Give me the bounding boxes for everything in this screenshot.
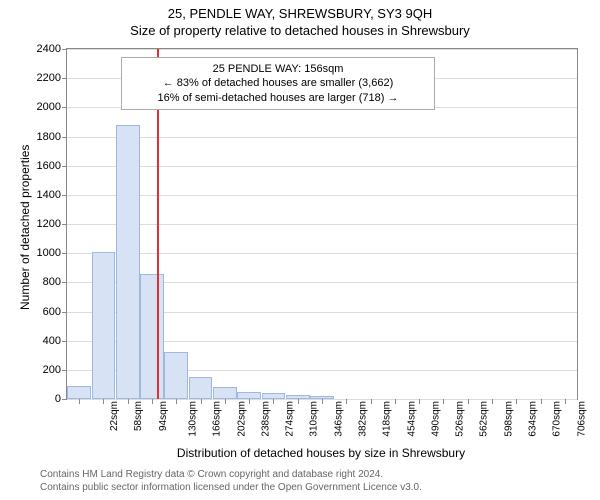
page-title-line1: 25, PENDLE WAY, SHREWSBURY, SY3 9QH bbox=[0, 0, 600, 21]
y-tick-label: 2200 bbox=[37, 72, 61, 84]
x-tick-label: 634sqm bbox=[528, 401, 539, 437]
x-tick-label: 526sqm bbox=[455, 401, 466, 437]
histogram-bar bbox=[92, 252, 116, 399]
histogram-bar bbox=[140, 274, 164, 399]
histogram-bar bbox=[237, 392, 261, 399]
x-tick-label: 202sqm bbox=[236, 401, 247, 437]
x-tick-label: 22sqm bbox=[109, 401, 120, 431]
footer-line1: Contains HM Land Registry data © Crown c… bbox=[40, 468, 422, 481]
annotation-line1: 25 PENDLE WAY: 156sqm bbox=[130, 62, 426, 76]
gridline bbox=[67, 224, 577, 225]
x-tick-label: 454sqm bbox=[406, 401, 417, 437]
histogram-bar bbox=[189, 377, 213, 399]
annotation-line3: 16% of semi-detached houses are larger (… bbox=[130, 91, 426, 105]
y-tick-label: 2400 bbox=[37, 43, 61, 55]
plot-area: 0200400600800100012001400160018002000220… bbox=[66, 48, 578, 400]
x-tick-label: 382sqm bbox=[358, 401, 369, 437]
x-tick-label: 418sqm bbox=[382, 401, 393, 437]
x-tick-label: 706sqm bbox=[576, 401, 587, 437]
y-tick-label: 200 bbox=[43, 364, 61, 376]
histogram-bar bbox=[67, 386, 91, 399]
y-tick-label: 800 bbox=[43, 276, 61, 288]
x-tick-label: 310sqm bbox=[309, 401, 320, 437]
x-tick-label: 490sqm bbox=[430, 401, 441, 437]
gridline bbox=[67, 195, 577, 196]
gridline bbox=[67, 49, 577, 50]
y-tick-label: 400 bbox=[43, 335, 61, 347]
footer-attribution: Contains HM Land Registry data © Crown c… bbox=[40, 468, 422, 494]
page-title-line2: Size of property relative to detached ho… bbox=[0, 21, 600, 38]
y-tick-label: 1600 bbox=[37, 160, 61, 172]
y-tick-label: 1200 bbox=[37, 218, 61, 230]
x-tick-label: 130sqm bbox=[188, 401, 199, 437]
x-tick-label: 166sqm bbox=[212, 401, 223, 437]
x-tick-label: 94sqm bbox=[158, 401, 169, 431]
annotation-box: 25 PENDLE WAY: 156sqm← 83% of detached h… bbox=[121, 57, 435, 110]
x-tick-label: 598sqm bbox=[503, 401, 514, 437]
gridline bbox=[67, 166, 577, 167]
x-axis-label: Distribution of detached houses by size … bbox=[66, 446, 576, 460]
chart-container: 25, PENDLE WAY, SHREWSBURY, SY3 9QH Size… bbox=[0, 0, 600, 500]
gridline bbox=[67, 137, 577, 138]
y-tick-label: 2000 bbox=[37, 101, 61, 113]
x-tick-label: 58sqm bbox=[133, 401, 144, 431]
annotation-line2: ← 83% of detached houses are smaller (3,… bbox=[130, 76, 426, 90]
x-tick-label: 274sqm bbox=[285, 401, 296, 437]
x-tick-label: 562sqm bbox=[479, 401, 490, 437]
histogram-bar bbox=[116, 125, 140, 399]
x-tick-label: 238sqm bbox=[260, 401, 271, 437]
y-tick-label: 1000 bbox=[37, 247, 61, 259]
y-tick-label: 600 bbox=[43, 306, 61, 318]
gridline bbox=[67, 253, 577, 254]
y-tick-label: 0 bbox=[55, 393, 61, 405]
histogram-bar bbox=[164, 352, 188, 399]
y-tick-label: 1400 bbox=[37, 189, 61, 201]
x-tick-label: 670sqm bbox=[552, 401, 563, 437]
y-tick-label: 1800 bbox=[37, 131, 61, 143]
x-tick-label: 346sqm bbox=[333, 401, 344, 437]
histogram-bar bbox=[213, 387, 237, 399]
footer-line2: Contains public sector information licen… bbox=[40, 481, 422, 494]
y-axis-label: Number of detached properties bbox=[18, 145, 32, 310]
